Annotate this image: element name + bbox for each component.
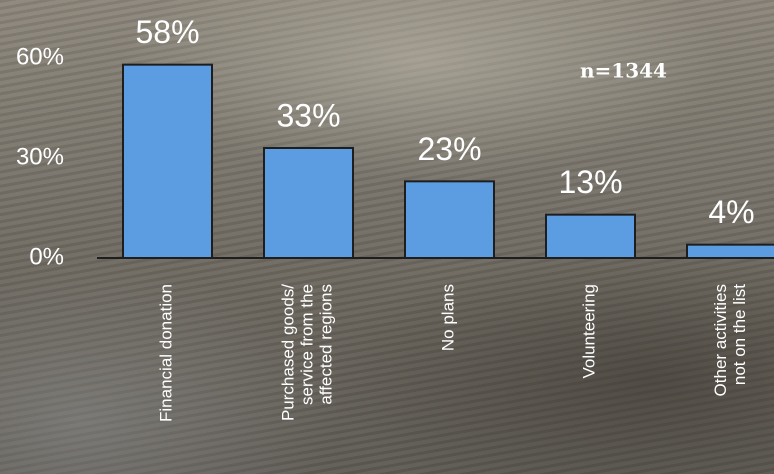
bar bbox=[686, 243, 774, 260]
value-label: 4% bbox=[708, 194, 754, 230]
value-label: 33% bbox=[276, 97, 340, 133]
bar bbox=[122, 63, 213, 259]
value-label: 23% bbox=[417, 131, 481, 167]
x-tick-label: No plans bbox=[439, 284, 458, 351]
bar bbox=[404, 180, 495, 259]
x-tick-label: Volunteering bbox=[580, 284, 599, 379]
x-tick-label: Financial donation bbox=[157, 284, 176, 422]
y-tick-label: 60% bbox=[16, 43, 64, 70]
value-label: 58% bbox=[135, 14, 199, 50]
x-tick-label: Purchased goods/service from theaffected… bbox=[279, 284, 336, 421]
sample-size: n=1344 bbox=[580, 59, 667, 83]
bar bbox=[263, 147, 354, 259]
y-tick-label: 0% bbox=[29, 243, 64, 270]
value-label: 13% bbox=[558, 164, 622, 200]
x-tick-label: Other activitiesnot on the list bbox=[711, 284, 749, 397]
bar bbox=[545, 213, 636, 260]
y-tick-label: 30% bbox=[16, 143, 64, 170]
